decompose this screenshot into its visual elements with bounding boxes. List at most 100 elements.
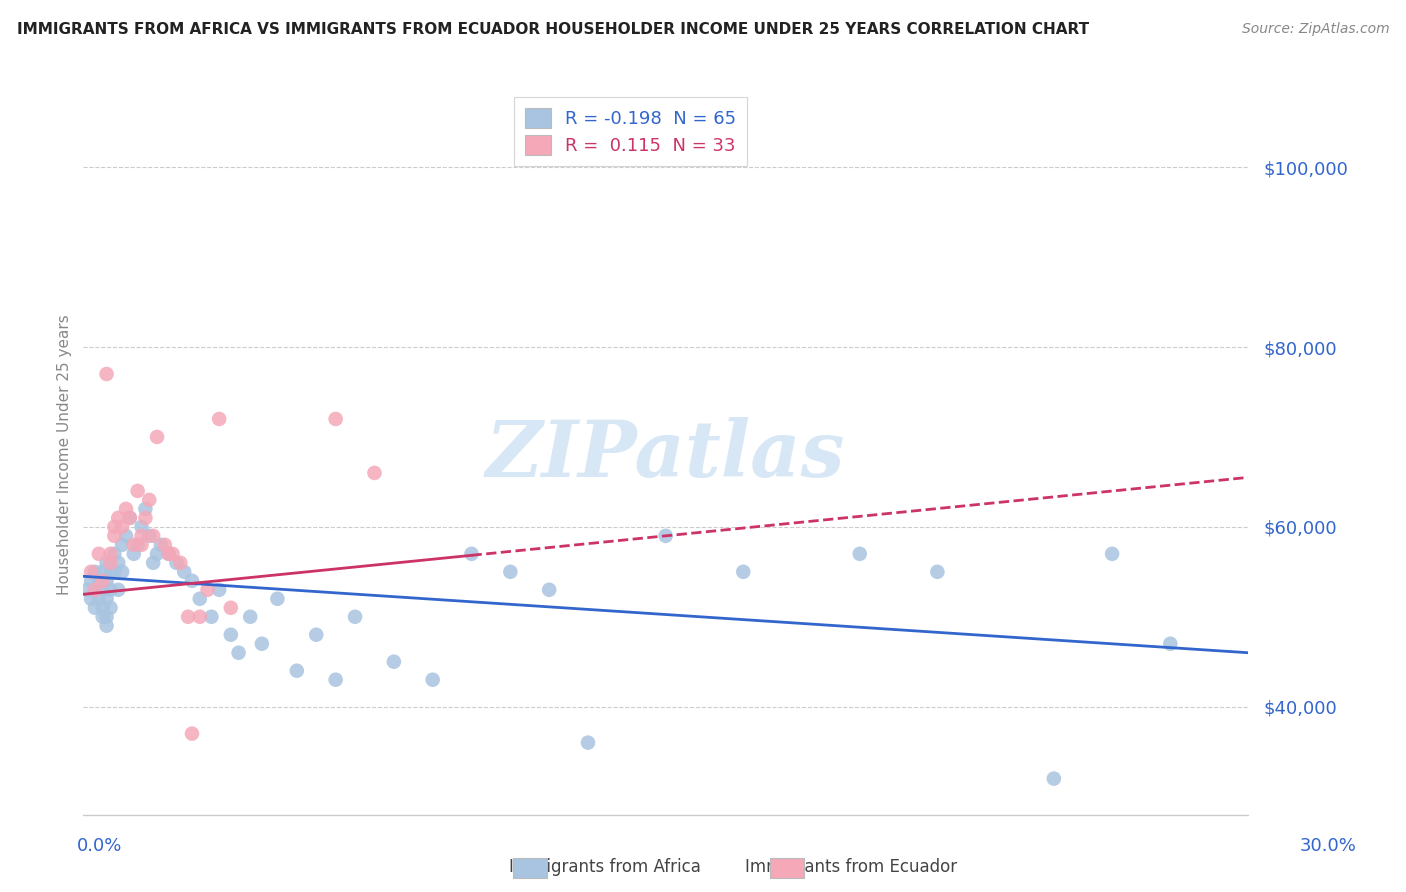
- Point: [460, 547, 482, 561]
- Legend: R = -0.198  N = 65, R =  0.115  N = 33: R = -0.198 N = 65, R = 0.115 N = 33: [515, 97, 747, 166]
- Point: [96, 609, 118, 624]
- Text: 0.0%: 0.0%: [77, 837, 122, 855]
- Point: [115, 529, 138, 543]
- Point: [107, 556, 129, 570]
- Point: [146, 547, 169, 561]
- Point: [1043, 772, 1066, 786]
- Point: [111, 520, 134, 534]
- Point: [103, 565, 125, 579]
- Point: [118, 511, 141, 525]
- Text: Immigrants from Ecuador: Immigrants from Ecuador: [745, 858, 956, 876]
- Point: [100, 556, 122, 570]
- Point: [153, 538, 176, 552]
- Point: [87, 547, 110, 561]
- Point: [96, 574, 118, 588]
- Point: [134, 511, 156, 525]
- Point: [96, 591, 118, 606]
- Point: [142, 556, 165, 570]
- Point: [208, 582, 231, 597]
- Point: [122, 547, 145, 561]
- Point: [200, 609, 222, 624]
- Point: [80, 591, 103, 606]
- Point: [91, 582, 114, 597]
- Point: [576, 736, 599, 750]
- Point: [107, 582, 129, 597]
- Point: [122, 538, 145, 552]
- Point: [134, 501, 156, 516]
- Point: [96, 367, 118, 381]
- Point: [138, 492, 160, 507]
- Point: [181, 726, 204, 740]
- Point: [382, 655, 405, 669]
- Point: [162, 547, 184, 561]
- Point: [91, 565, 114, 579]
- Point: [197, 582, 219, 597]
- Point: [84, 582, 107, 597]
- Point: [733, 565, 755, 579]
- Point: [87, 591, 110, 606]
- Point: [87, 574, 110, 588]
- Point: [111, 538, 134, 552]
- Point: [219, 600, 242, 615]
- Point: [538, 582, 561, 597]
- Point: [305, 628, 328, 642]
- Text: 30.0%: 30.0%: [1301, 837, 1357, 855]
- Point: [1159, 637, 1181, 651]
- Point: [157, 547, 180, 561]
- Point: [344, 609, 367, 624]
- Y-axis label: Householder Income Under 25 years: Householder Income Under 25 years: [58, 315, 72, 595]
- Point: [285, 664, 308, 678]
- Point: [107, 511, 129, 525]
- Point: [363, 466, 385, 480]
- Point: [115, 501, 138, 516]
- Point: [266, 591, 288, 606]
- Point: [76, 582, 98, 597]
- Point: [188, 591, 211, 606]
- Text: Immigrants from Africa: Immigrants from Africa: [509, 858, 700, 876]
- Point: [250, 637, 273, 651]
- Point: [100, 582, 122, 597]
- Point: [131, 520, 153, 534]
- Point: [100, 565, 122, 579]
- Point: [103, 529, 125, 543]
- Point: [142, 529, 165, 543]
- Point: [219, 628, 242, 642]
- Point: [146, 430, 169, 444]
- Text: ZIPatlas: ZIPatlas: [486, 417, 845, 493]
- Point: [166, 556, 188, 570]
- Point: [157, 547, 180, 561]
- Point: [80, 565, 103, 579]
- Point: [127, 483, 149, 498]
- Point: [111, 565, 134, 579]
- Point: [138, 529, 160, 543]
- Point: [100, 547, 122, 561]
- Text: Source: ZipAtlas.com: Source: ZipAtlas.com: [1241, 22, 1389, 37]
- Point: [91, 600, 114, 615]
- Point: [239, 609, 262, 624]
- Point: [169, 556, 191, 570]
- Point: [103, 520, 125, 534]
- Point: [654, 529, 676, 543]
- Point: [499, 565, 522, 579]
- Point: [927, 565, 949, 579]
- Point: [149, 538, 172, 552]
- Point: [91, 574, 114, 588]
- Text: IMMIGRANTS FROM AFRICA VS IMMIGRANTS FROM ECUADOR HOUSEHOLDER INCOME UNDER 25 YE: IMMIGRANTS FROM AFRICA VS IMMIGRANTS FRO…: [17, 22, 1090, 37]
- Point: [100, 600, 122, 615]
- Point: [325, 673, 347, 687]
- Point: [177, 609, 200, 624]
- Point: [80, 574, 103, 588]
- Point: [173, 565, 195, 579]
- Point: [84, 582, 107, 597]
- Point: [422, 673, 444, 687]
- Point: [84, 600, 107, 615]
- Point: [131, 529, 153, 543]
- Point: [228, 646, 250, 660]
- Point: [208, 412, 231, 426]
- Point: [103, 547, 125, 561]
- Point: [91, 609, 114, 624]
- Point: [131, 538, 153, 552]
- Point: [1101, 547, 1123, 561]
- Point: [96, 619, 118, 633]
- Point: [188, 609, 211, 624]
